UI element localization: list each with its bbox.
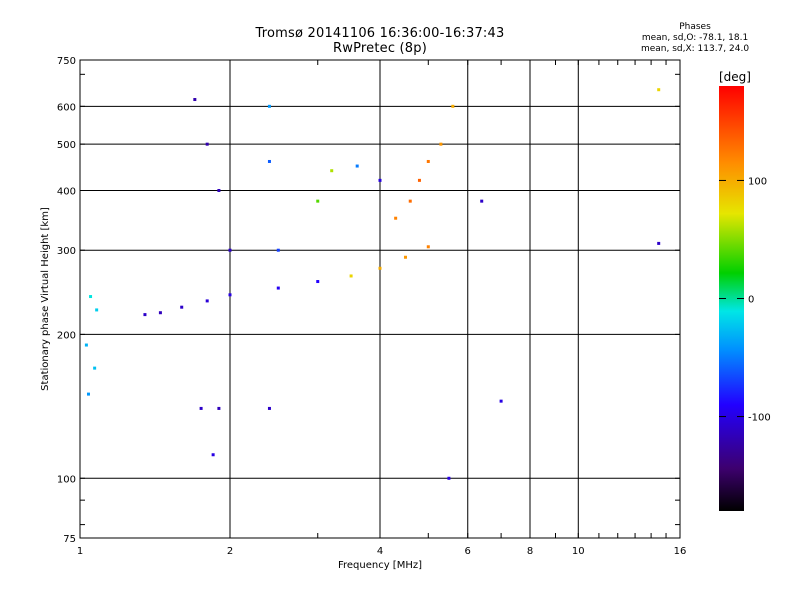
- colorbar-ticks: 100 0 -100: [719, 176, 771, 424]
- echo-point: [657, 241, 661, 245]
- echo-point: [267, 406, 271, 410]
- echo-point: [355, 164, 359, 168]
- echo-point: [316, 199, 320, 203]
- echo-point: [180, 305, 184, 309]
- echo-point: [316, 280, 320, 284]
- grid-layer: [80, 60, 680, 538]
- echo-point: [95, 308, 99, 312]
- x-tick-label: 16: [674, 546, 687, 557]
- echo-point: [217, 188, 221, 192]
- phase-stats-o: mean, sd,O: -78.1, 18.1: [641, 33, 749, 43]
- echo-point: [394, 216, 398, 220]
- y-tick-label: 200: [57, 330, 76, 341]
- echo-point: [276, 248, 280, 252]
- echo-point: [480, 199, 484, 203]
- y-tick-label: 400: [57, 186, 76, 197]
- echo-point: [330, 169, 334, 173]
- echo-point: [205, 142, 209, 146]
- y-tick-label: 300: [57, 246, 76, 257]
- colorbar-label: [deg]: [719, 70, 751, 84]
- echo-point: [267, 159, 271, 163]
- echo-point: [276, 286, 280, 290]
- echo-point: [451, 104, 455, 108]
- x-tick-label: 2: [227, 546, 233, 557]
- echo-point: [228, 248, 232, 252]
- x-tick-label: 6: [465, 546, 471, 557]
- tick-layer: 1 2 4 6 8 10 16 75 100 200 300 400 500 600 750: [57, 56, 686, 557]
- echo-point: [426, 245, 430, 249]
- chart-title: Tromsø 20141106 16:36:00-16:37:43: [255, 26, 505, 41]
- echo-point: [205, 299, 209, 303]
- echo-point: [228, 293, 232, 297]
- echo-point: [217, 406, 221, 410]
- echo-point: [408, 199, 412, 203]
- echo-point: [378, 178, 382, 182]
- echo-point: [193, 98, 197, 102]
- y-tick-label: 750: [57, 56, 76, 67]
- echo-point: [84, 343, 88, 347]
- echo-point: [378, 266, 382, 270]
- colorbar-tick-label: 100: [748, 176, 767, 187]
- phase-stats-heading: Phases: [679, 22, 711, 32]
- echo-point: [143, 313, 147, 317]
- phase-stats-x: mean, sd,X: 113.7, 24.0: [640, 44, 750, 54]
- echo-point: [439, 142, 443, 146]
- echo-point: [93, 366, 97, 370]
- echo-point: [499, 399, 503, 403]
- phase-stats: Phases mean, sd,O: -78.1, 18.1 mean, sd,…: [600, 22, 790, 55]
- echo-point: [89, 295, 93, 299]
- echo-point: [158, 311, 162, 315]
- echo-point: [267, 104, 271, 108]
- colorbar-tick-label: 0: [748, 295, 754, 306]
- echo-point: [447, 476, 451, 480]
- echo-point: [417, 178, 421, 182]
- echo-point: [86, 392, 90, 396]
- echo-point: [349, 274, 353, 278]
- y-tick-label: 75: [63, 534, 76, 545]
- y-tick-label: 100: [57, 474, 76, 485]
- echo-point: [657, 88, 661, 92]
- colorbar-tick-label: -100: [748, 413, 771, 424]
- x-tick-label: 1: [77, 546, 83, 557]
- echo-point: [403, 255, 407, 259]
- x-tick-label: 4: [377, 546, 383, 557]
- x-tick-label: 8: [527, 546, 533, 557]
- y-tick-label: 500: [57, 140, 76, 151]
- data-points: [84, 88, 661, 480]
- chart-title-block: Tromsø 20141106 16:36:00-16:37:43 RwPret…: [180, 26, 580, 56]
- y-axis-title: Stationary phase Virtual Height [km]: [40, 207, 51, 391]
- echo-point: [426, 159, 430, 163]
- echo-point: [211, 453, 215, 457]
- echo-point: [199, 406, 203, 410]
- x-tick-label: 10: [572, 546, 585, 557]
- chart-subtitle: RwPretec (8p): [333, 41, 427, 56]
- y-tick-label: 600: [57, 102, 76, 113]
- x-axis-title: Frequency [MHz]: [338, 560, 422, 571]
